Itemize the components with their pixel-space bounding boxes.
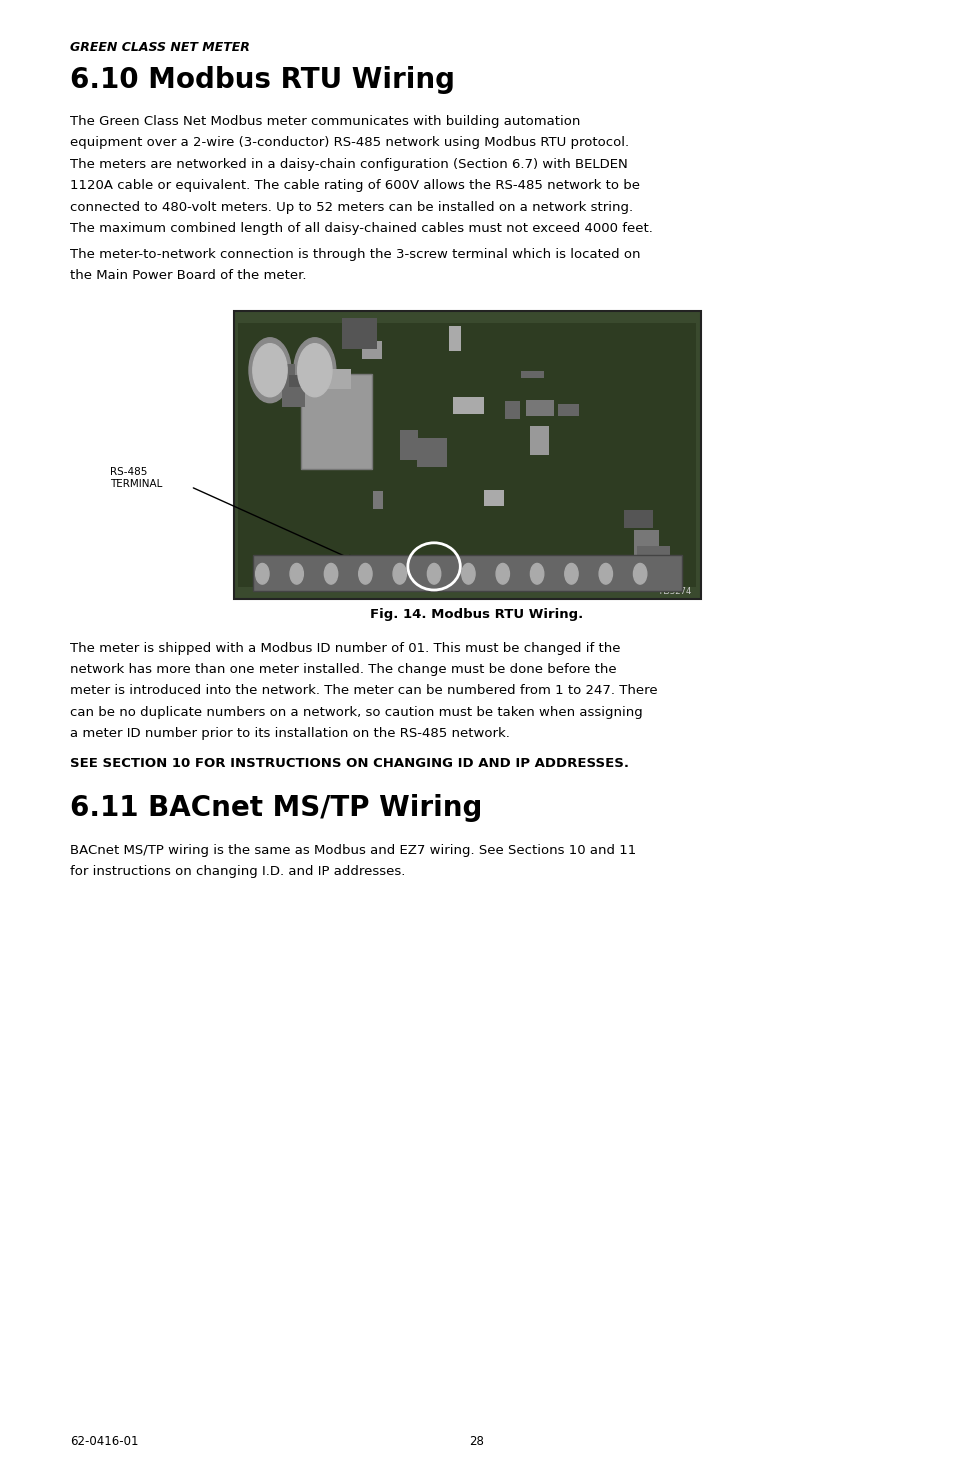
Circle shape <box>324 563 337 584</box>
Text: GREEN CLASS NET METER: GREEN CLASS NET METER <box>70 41 250 55</box>
Bar <box>282 381 304 407</box>
Bar <box>453 397 483 414</box>
Bar <box>253 555 681 591</box>
Text: can be no duplicate numbers on a network, so caution must be taken when assignin: can be no duplicate numbers on a network… <box>70 705 641 718</box>
Circle shape <box>427 563 440 584</box>
Circle shape <box>530 563 543 584</box>
Text: 28: 28 <box>469 1435 484 1448</box>
Circle shape <box>297 344 332 397</box>
Bar <box>483 490 504 506</box>
Bar <box>341 317 376 348</box>
Bar <box>289 375 311 386</box>
Bar <box>623 510 652 528</box>
Text: the Main Power Board of the meter.: the Main Power Board of the meter. <box>70 268 306 282</box>
Bar <box>417 438 447 468</box>
Bar <box>373 491 382 509</box>
Bar <box>275 364 295 391</box>
Bar <box>558 404 578 416</box>
Text: The meter-to-network connection is through the 3-screw terminal which is located: The meter-to-network connection is throu… <box>70 248 639 261</box>
Text: M33274: M33274 <box>659 587 691 596</box>
Bar <box>504 401 519 419</box>
Bar <box>520 370 543 378</box>
Circle shape <box>633 563 646 584</box>
Text: The meter is shipped with a Modbus ID number of 01. This must be changed if the: The meter is shipped with a Modbus ID nu… <box>70 642 619 655</box>
Text: a meter ID number prior to its installation on the RS-485 network.: a meter ID number prior to its installat… <box>70 727 509 740</box>
Text: 1120A cable or equivalent. The cable rating of 600V allows the RS-485 network to: 1120A cable or equivalent. The cable rat… <box>70 178 639 192</box>
Text: 6.10 Modbus RTU Wiring: 6.10 Modbus RTU Wiring <box>70 66 455 94</box>
Circle shape <box>249 338 291 403</box>
Bar <box>238 323 696 587</box>
Circle shape <box>255 563 269 584</box>
Text: The maximum combined length of all daisy-chained cables must not exceed 4000 fee: The maximum combined length of all daisy… <box>70 221 652 235</box>
Circle shape <box>294 338 335 403</box>
Text: 6.11 BACnet MS/TP Wiring: 6.11 BACnet MS/TP Wiring <box>70 794 481 822</box>
Text: The meters are networked in a daisy-chain configuration (Section 6.7) with BELDE: The meters are networked in a daisy-chai… <box>70 158 627 171</box>
Bar <box>637 546 669 560</box>
Circle shape <box>253 344 287 397</box>
Circle shape <box>290 563 303 584</box>
Bar <box>526 400 554 416</box>
Circle shape <box>564 563 578 584</box>
Bar <box>634 530 659 563</box>
Circle shape <box>496 563 509 584</box>
Circle shape <box>393 563 406 584</box>
Bar <box>233 311 700 599</box>
Text: BACnet MS/TP wiring is the same as Modbus and EZ7 wiring. See Sections 10 and 11: BACnet MS/TP wiring is the same as Modbu… <box>70 844 636 857</box>
Circle shape <box>598 563 612 584</box>
Text: SEE SECTION 10 FOR INSTRUCTIONS ON CHANGING ID AND IP ADDRESSES.: SEE SECTION 10 FOR INSTRUCTIONS ON CHANG… <box>70 757 628 770</box>
Circle shape <box>461 563 475 584</box>
Text: connected to 480-volt meters. Up to 52 meters can be installed on a network stri: connected to 480-volt meters. Up to 52 m… <box>70 201 632 214</box>
Text: The Green Class Net Modbus meter communicates with building automation: The Green Class Net Modbus meter communi… <box>70 115 579 128</box>
Text: RS-485
TERMINAL: RS-485 TERMINAL <box>110 466 162 490</box>
Text: equipment over a 2-wire (3-conductor) RS-485 network using Modbus RTU protocol.: equipment over a 2-wire (3-conductor) RS… <box>70 136 628 149</box>
Bar <box>361 341 381 358</box>
Bar <box>316 369 351 388</box>
Text: for instructions on changing I.D. and IP addresses.: for instructions on changing I.D. and IP… <box>70 864 405 878</box>
Text: Fig. 14. Modbus RTU Wiring.: Fig. 14. Modbus RTU Wiring. <box>370 608 583 621</box>
Bar <box>399 429 417 460</box>
Text: network has more than one meter installed. The change must be done before the: network has more than one meter installe… <box>70 664 616 676</box>
Bar <box>529 425 548 454</box>
Circle shape <box>358 563 372 584</box>
Bar <box>448 326 460 351</box>
Text: 62-0416-01: 62-0416-01 <box>70 1435 138 1448</box>
Text: meter is introduced into the network. The meter can be numbered from 1 to 247. T: meter is introduced into the network. Th… <box>70 684 657 698</box>
Bar <box>300 373 372 469</box>
